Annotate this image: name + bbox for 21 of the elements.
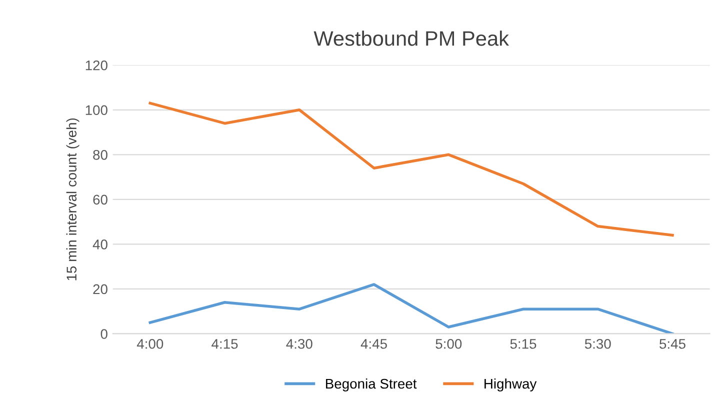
x-tick-label: 5:30 xyxy=(584,338,611,349)
x-tick-label: 5:45 xyxy=(660,339,686,349)
y-tick-label: 20 xyxy=(93,284,108,294)
x-tick-label: 5:00 xyxy=(436,338,462,349)
line-series xyxy=(148,102,674,237)
line-series xyxy=(148,283,674,334)
legend-label: Begonia Street xyxy=(326,378,417,392)
x-tick-label: 5:15 xyxy=(510,339,536,349)
x-tick-label: 4:45 xyxy=(360,339,387,349)
y-tick-label: 80 xyxy=(93,150,108,160)
y-axis-title: 15 min interval count (veh) xyxy=(66,118,80,280)
y-tick-label: 40 xyxy=(92,240,108,250)
y-tick-label: 100 xyxy=(86,105,108,116)
x-tick-label: 4:00 xyxy=(136,338,164,349)
x-tick-label: 4:15 xyxy=(212,339,238,349)
chart-title: Westbound PM Peak xyxy=(314,30,510,46)
x-tick-label: 4:30 xyxy=(286,338,312,349)
y-tick-label: 120 xyxy=(86,60,108,70)
legend-label: Highway xyxy=(484,378,537,392)
y-tick-label: 60 xyxy=(93,194,108,205)
y-tick-label: 0 xyxy=(100,329,108,339)
